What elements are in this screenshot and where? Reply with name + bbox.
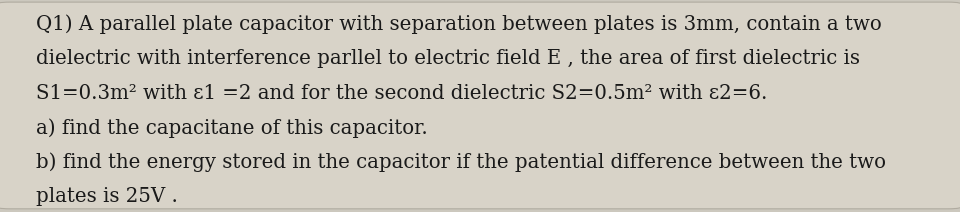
- Text: dielectric with interference parllel to electric field E , the area of first die: dielectric with interference parllel to …: [36, 49, 860, 68]
- Text: plates is 25V .: plates is 25V .: [36, 187, 179, 206]
- FancyBboxPatch shape: [0, 2, 960, 209]
- Text: a) find the capacitane of this capacitor.: a) find the capacitane of this capacitor…: [36, 118, 428, 138]
- Text: S1=0.3m² with ε1 =2 and for the second dielectric S2=0.5m² with ε2=6.: S1=0.3m² with ε1 =2 and for the second d…: [36, 84, 768, 103]
- Text: b) find the energy stored in the capacitor if the patential difference between t: b) find the energy stored in the capacit…: [36, 152, 886, 172]
- Text: Q1) A parallel plate capacitor with separation between plates is 3mm, contain a : Q1) A parallel plate capacitor with sepa…: [36, 15, 882, 35]
